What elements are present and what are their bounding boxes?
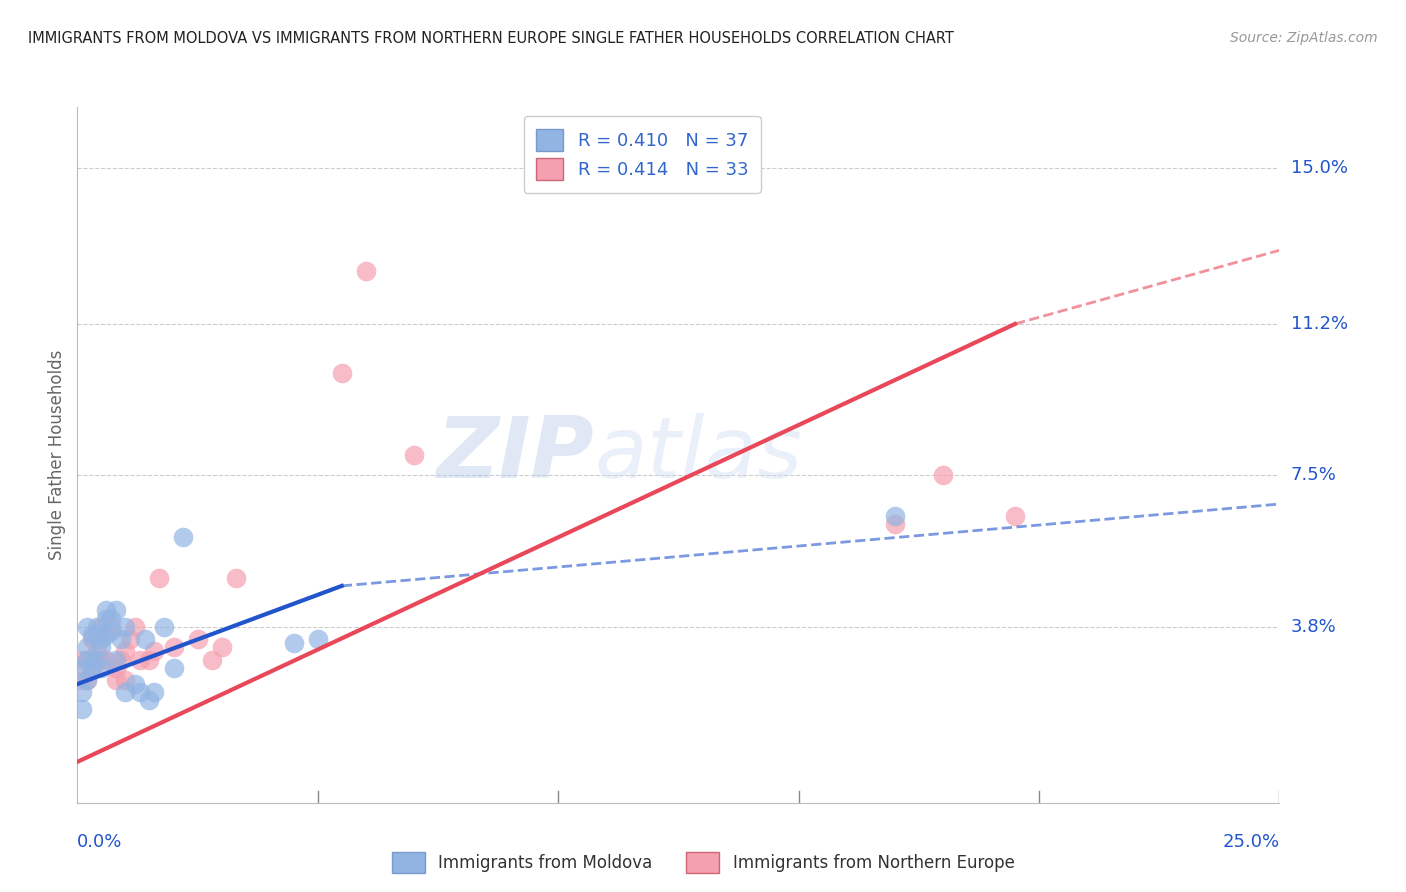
Point <box>120 632 142 646</box>
Point <box>114 685 136 699</box>
Point <box>932 468 955 483</box>
Point <box>80 632 103 646</box>
Point <box>96 628 118 642</box>
Point <box>90 632 112 646</box>
Point <box>80 661 103 675</box>
Text: 3.8%: 3.8% <box>1291 618 1336 636</box>
Point <box>883 509 905 524</box>
Point <box>76 620 98 634</box>
Legend: R = 0.410   N = 37, R = 0.414   N = 33: R = 0.410 N = 37, R = 0.414 N = 33 <box>523 116 761 193</box>
Point <box>70 673 93 687</box>
Point <box>172 530 194 544</box>
Point <box>114 644 136 658</box>
Point <box>86 652 108 666</box>
Text: IMMIGRANTS FROM MOLDOVA VS IMMIGRANTS FROM NORTHERN EUROPE SINGLE FATHER HOUSEHO: IMMIGRANTS FROM MOLDOVA VS IMMIGRANTS FR… <box>28 31 955 46</box>
Point <box>134 632 156 646</box>
Point <box>283 636 305 650</box>
Text: 0.0%: 0.0% <box>77 833 122 851</box>
Point <box>70 685 93 699</box>
Point <box>90 661 112 675</box>
Point <box>80 628 103 642</box>
Point <box>124 620 146 634</box>
Point <box>225 571 247 585</box>
Point <box>104 652 127 666</box>
Text: 7.5%: 7.5% <box>1291 467 1337 484</box>
Point <box>80 652 103 666</box>
Point <box>76 652 98 666</box>
Legend: Immigrants from Moldova, Immigrants from Northern Europe: Immigrants from Moldova, Immigrants from… <box>385 846 1021 880</box>
Point <box>143 644 166 658</box>
Point <box>883 517 905 532</box>
Point <box>70 701 93 715</box>
Point <box>90 640 112 655</box>
Text: 11.2%: 11.2% <box>1291 315 1348 333</box>
Point <box>104 661 127 675</box>
Point <box>100 612 122 626</box>
Point <box>76 652 98 666</box>
Point <box>148 571 170 585</box>
Point <box>86 628 108 642</box>
Point <box>201 652 224 666</box>
Point <box>110 652 132 666</box>
Point <box>80 661 103 675</box>
Point <box>96 652 118 666</box>
Point <box>153 620 176 634</box>
Point <box>70 652 93 666</box>
Point <box>76 673 98 687</box>
Point <box>162 661 184 675</box>
Point <box>110 632 132 646</box>
Point <box>402 448 425 462</box>
Point <box>90 652 112 666</box>
Text: 25.0%: 25.0% <box>1222 833 1279 851</box>
Point <box>354 264 377 278</box>
Point <box>90 620 112 634</box>
Point <box>114 673 136 687</box>
Point <box>96 603 118 617</box>
Point <box>128 652 150 666</box>
Point <box>330 366 353 380</box>
Point <box>104 603 127 617</box>
Point <box>1004 509 1026 524</box>
Point <box>114 620 136 634</box>
Text: 15.0%: 15.0% <box>1291 160 1347 178</box>
Text: Source: ZipAtlas.com: Source: ZipAtlas.com <box>1230 31 1378 45</box>
Point <box>76 673 98 687</box>
Point <box>307 632 329 646</box>
Y-axis label: Single Father Households: Single Father Households <box>48 350 66 560</box>
Point <box>186 632 209 646</box>
Point <box>104 673 127 687</box>
Point <box>211 640 233 655</box>
Point <box>138 652 160 666</box>
Point <box>86 644 108 658</box>
Point <box>100 624 122 638</box>
Point <box>162 640 184 655</box>
Point <box>128 685 150 699</box>
Point <box>76 640 98 655</box>
Point <box>100 620 122 634</box>
Point <box>138 693 160 707</box>
Point <box>143 685 166 699</box>
Point <box>96 612 118 626</box>
Point <box>70 661 93 675</box>
Text: ZIP: ZIP <box>437 413 595 497</box>
Point <box>86 620 108 634</box>
Text: atlas: atlas <box>595 413 803 497</box>
Point <box>124 677 146 691</box>
